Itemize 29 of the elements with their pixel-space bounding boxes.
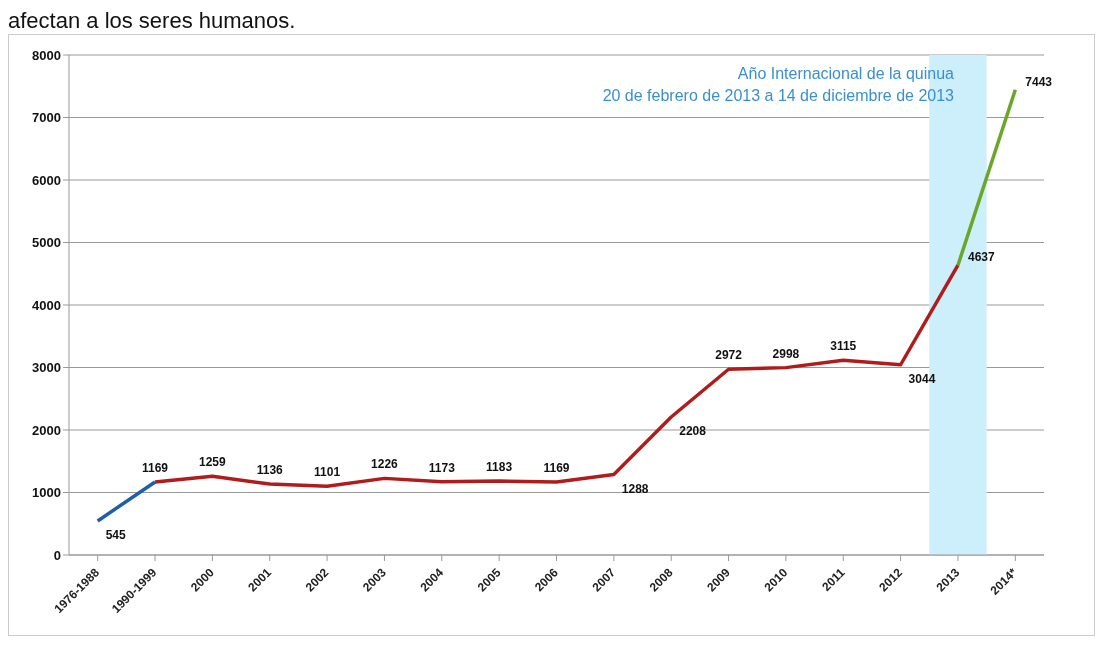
data-label: 1169 (142, 460, 169, 475)
annotation: 20 de febrero de 2013 a 14 de diciembre de 2013 (602, 86, 954, 106)
y-tick-label: 0 (53, 547, 61, 563)
data-label: 1101 (314, 465, 341, 480)
y-tick-label: 6000 (32, 172, 61, 188)
data-label: 1136 (256, 463, 284, 477)
y-tick-label: 1000 (32, 485, 61, 501)
text: afectan a los seres humanos. (8, 8, 297, 34)
y-tick-label: 4000 (32, 297, 61, 313)
data-label: 1173 (428, 460, 456, 475)
y-tick-label: 8000 (32, 47, 61, 63)
data-label: 2998 (772, 346, 800, 361)
data-label: 7443 (1025, 74, 1053, 89)
data-label: 1169 (543, 460, 570, 475)
data-label: 2972 (715, 348, 743, 363)
y-tick-label: 3000 (32, 360, 61, 376)
data-label: 4637 (967, 250, 995, 265)
y-tick-label: 5000 (32, 235, 61, 251)
data-label: 3115 (830, 339, 857, 354)
data-label: 3044 (908, 371, 936, 386)
annotation: Año Internacional de la quinua (736, 64, 954, 84)
data-label: 1259 (199, 455, 227, 470)
data-label: 545 (105, 527, 127, 542)
data-label: 2208 (679, 424, 707, 438)
data-label: 1288 (621, 481, 649, 496)
data-label: 1226 (371, 457, 399, 472)
data-label: 1183 (486, 460, 513, 475)
y-tick-label: 7000 (32, 110, 61, 126)
y-tick-label: 2000 (32, 422, 61, 438)
